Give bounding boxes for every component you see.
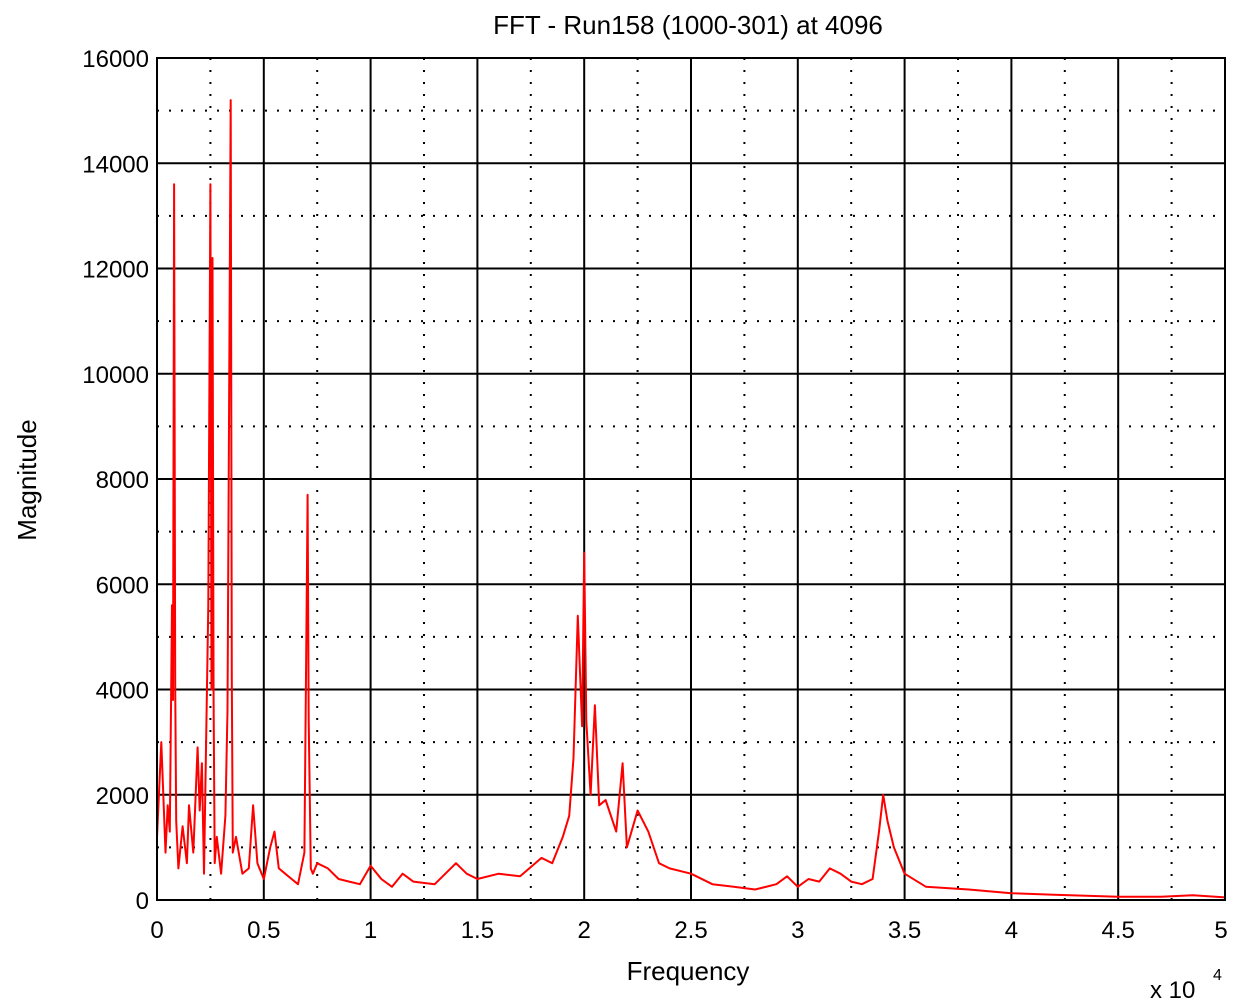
y-tick-label: 0	[136, 888, 149, 915]
x-tick-label: 1.5	[461, 917, 494, 944]
x-tick-label: 1	[364, 917, 377, 944]
y-tick-label: 2000	[96, 783, 149, 810]
y-tick-label: 4000	[96, 678, 149, 705]
x-tick-label: 2	[578, 917, 591, 944]
grid	[156, 57, 1226, 901]
plot-frame	[156, 57, 1226, 901]
y-tick-label: 16000	[82, 46, 149, 73]
x-tick-label: 3	[791, 917, 804, 944]
fft-magnitude-line	[156, 99, 1226, 899]
y-axis-label: Magnitude	[12, 419, 42, 540]
x-axis-multiplier: x 10	[1150, 977, 1195, 1003]
x-tick-label: 0	[150, 917, 163, 944]
x-tick-label: 4	[1005, 917, 1018, 944]
y-tick-label: 14000	[82, 151, 149, 178]
x-tick-label: 4.5	[1102, 917, 1135, 944]
x-tick-label: 3.5	[888, 917, 921, 944]
x-tick-label: 5	[1214, 917, 1227, 944]
x-tick-label: 2.5	[674, 917, 707, 944]
x-axis-multiplier-exponent: 4	[1213, 967, 1222, 984]
y-tick-label: 6000	[96, 572, 149, 599]
x-axis-label: Frequency	[627, 956, 750, 986]
y-tick-label: 8000	[96, 467, 149, 494]
y-tick-label: 10000	[82, 362, 149, 389]
series-layer	[156, 99, 1226, 899]
y-tick-label: 12000	[82, 257, 149, 284]
chart-title: FFT - Run158 (1000-301) at 4096	[493, 10, 883, 40]
x-tick-label: 0.5	[247, 917, 280, 944]
tick-labels: 0 0.5 1 1.5 2 2.5 3 3.5 4 4.5 5 0 2000 4000 6000 8000 10…	[82, 46, 1227, 944]
